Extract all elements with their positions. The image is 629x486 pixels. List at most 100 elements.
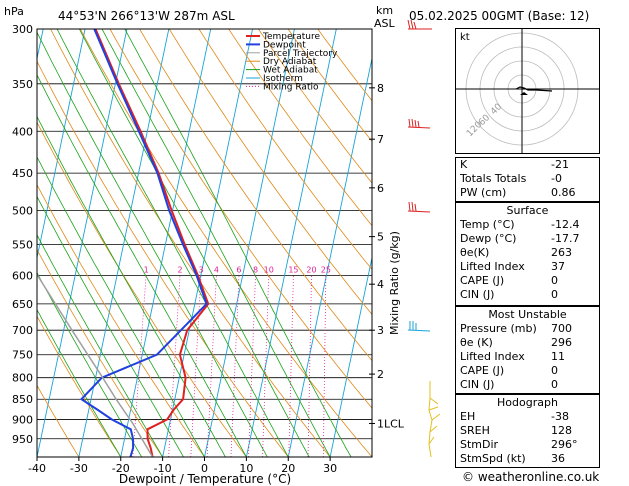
x-axis-title: Dewpoint / Temperature (°C) <box>119 472 291 486</box>
isotherm-line <box>329 255 372 457</box>
height-tick-label: 1LCL <box>377 417 405 430</box>
temperature-tick-label: -10 <box>154 462 172 475</box>
mixing-ratio-label: 3 <box>198 265 203 274</box>
wet-adiabat-line <box>37 308 122 457</box>
isotherm-line <box>0 29 1 457</box>
legend-label: Isotherm <box>263 74 303 84</box>
wind-barb-500-icon <box>407 201 431 213</box>
mixing-ratio-label: 10 <box>264 265 274 274</box>
dewpoint-profile <box>79 29 208 457</box>
eh-label: EH <box>460 410 476 423</box>
temperature-tick-label: 10 <box>239 462 253 475</box>
wet-adiabat-line <box>56 29 289 457</box>
pressure-tick-label: 550 <box>12 238 33 251</box>
pressure-tick-label: 850 <box>12 393 33 406</box>
surface-temp-value: -12.4 <box>551 218 580 231</box>
wet-adiabat-line <box>79 29 310 457</box>
surface-cape-value: 0 <box>551 274 558 287</box>
mixing-ratio-label: 25 <box>321 265 331 274</box>
isotherm-line <box>287 56 372 457</box>
stmspd-value: 36 <box>551 452 565 465</box>
dry-adiabat-line <box>37 248 163 457</box>
surface-cin-value: 0 <box>551 288 558 301</box>
index-panel: K -21 Totals Totals -0 PW (cm) 0.86 <box>455 157 600 202</box>
pressure-tick-label: 700 <box>12 324 33 337</box>
legend-label: Dewpoint <box>263 40 306 50</box>
mixing-ratio-label: 6 <box>236 265 241 274</box>
mixing-ratio-label: 1 <box>144 265 149 274</box>
storm-motion-marker-icon <box>520 92 528 95</box>
pressure-tick-label: 950 <box>12 433 33 446</box>
isotherm-line <box>37 29 128 457</box>
wet-adiabat-line <box>37 115 226 457</box>
asl-label: ASL <box>374 17 396 30</box>
mixing-ratio-label: 2 <box>177 265 182 274</box>
wind-barb-700-icon <box>407 321 431 332</box>
pressure-tick-label: 600 <box>12 269 33 282</box>
mixing-ratio-label: 8 <box>253 265 258 274</box>
pw-value: 0.86 <box>551 186 576 199</box>
mixing-ratio-line <box>307 275 312 457</box>
wind-barb-300-icon <box>407 19 432 30</box>
surface-li-label: Lifted Index <box>460 260 525 273</box>
mu-pressure-value: 700 <box>551 322 572 335</box>
totals-label: Totals Totals <box>460 172 527 185</box>
mu-cape-label: CAPE (J) <box>460 364 505 377</box>
mixing-ratio-line <box>190 275 202 457</box>
dry-adiabat-line <box>258 29 372 184</box>
wind-barb-low-icon <box>428 381 441 458</box>
sreh-label: SREH <box>460 424 490 437</box>
pw-row: PW (cm) 0.86 <box>460 186 595 201</box>
height-tick-label: 7 <box>377 133 384 146</box>
hodograph-ring-label: 40 <box>489 102 504 117</box>
wet-adiabat-line <box>37 271 143 457</box>
dry-adiabat-line <box>109 29 372 409</box>
temperature-profile <box>94 29 210 457</box>
dry-adiabat-line <box>228 29 372 227</box>
mu-cin-label: CIN (J) <box>460 378 495 391</box>
k-index-label: K <box>460 158 468 171</box>
mixing-ratio-line <box>206 275 217 457</box>
surface-temp-label: Temp (°C) <box>460 218 515 231</box>
totals-value: -0 <box>551 172 562 185</box>
isotherm-line <box>371 454 372 457</box>
isotherm-line <box>204 29 295 457</box>
mu-cape-value: 0 <box>551 364 558 377</box>
surface-cin-label: CIN (J) <box>460 288 495 301</box>
height-tick-label: 6 <box>377 182 384 195</box>
mu-li-value: 11 <box>551 350 565 363</box>
mixing-ratio-axis-title: Mixing Ratio (g/kg) <box>388 231 401 335</box>
isotherm-line <box>120 29 212 457</box>
mu-li-label: Lifted Index <box>460 350 525 363</box>
legend-label: Mixing Ratio <box>263 82 319 92</box>
pressure-tick-label: 650 <box>12 298 33 311</box>
mixing-ratio-line <box>262 275 270 457</box>
pressure-tick-label: 800 <box>12 372 33 385</box>
hodograph-stats-title: Hodograph <box>497 396 558 409</box>
mixing-ratio-line <box>230 275 240 457</box>
dry-adiabat-line <box>37 121 247 457</box>
datetime-label: 05.02.2025 00GMT (Base: 12) <box>409 9 589 23</box>
pressure-tick-label: 750 <box>12 349 33 362</box>
k-index-row: K -21 <box>460 158 595 173</box>
mixing-ratio-label: 20 <box>306 265 316 274</box>
temperature-tick-label: -40 <box>28 462 46 475</box>
temperature-tick-label: 30 <box>323 462 337 475</box>
temperature-tick-label: 0 <box>201 462 208 475</box>
hodograph-unit-label: kt <box>460 32 470 43</box>
dry-adiabat-line <box>168 29 372 315</box>
mixing-ratio-label: 4 <box>214 265 219 274</box>
stmdir-label: StmDir <box>460 438 499 451</box>
legend-label: Parcel Trajectory <box>263 49 338 59</box>
mixing-ratio-line <box>248 275 256 457</box>
height-tick-label: 4 <box>377 278 384 291</box>
sreh-value: 128 <box>551 424 572 437</box>
height-tick-label: 5 <box>377 231 384 244</box>
temperature-tick-label: 20 <box>281 462 295 475</box>
mu-pressure-label: Pressure (mb) <box>460 322 537 335</box>
wet-adiabat-line <box>37 195 184 457</box>
legend-label: Temperature <box>262 32 320 42</box>
surface-panel: Surface Temp (°C) -12.4 Dewp (°C) -17.7 θe… <box>455 202 600 306</box>
